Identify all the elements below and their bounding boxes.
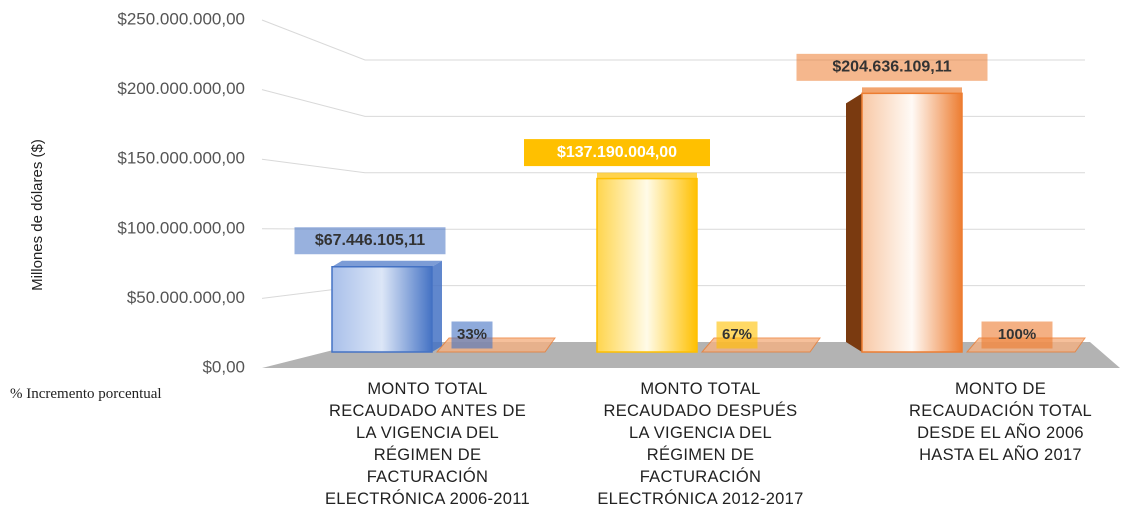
percent-label: 100% xyxy=(998,326,1036,343)
y-tick-label: $50.000.000,00 xyxy=(127,288,245,307)
value-label-box xyxy=(294,227,446,255)
bar-side xyxy=(432,260,442,352)
value-label: $204.636.109,11 xyxy=(832,59,951,76)
y-tick-label: $150.000.000,00 xyxy=(117,149,245,168)
x-tick-label: MONTO DE RECAUDACIÓN TOTAL DESDE EL AÑO … xyxy=(909,380,1092,464)
bar xyxy=(596,177,698,353)
bar xyxy=(861,92,963,353)
bar-top xyxy=(332,260,442,267)
percent-label-box xyxy=(451,321,493,349)
y-tick-label: $250.000.000,00 xyxy=(117,9,245,28)
y-tick-label: $100.000.000,00 xyxy=(117,218,245,237)
bar xyxy=(331,265,433,353)
value-label-box xyxy=(796,53,988,81)
bar-top xyxy=(862,87,962,94)
legend-entry: % Incremento porcentual xyxy=(10,386,162,402)
y-tick-label: $0,00 xyxy=(202,357,245,376)
percent-label: 33% xyxy=(457,326,487,343)
grid-line xyxy=(261,158,1085,174)
x-tick-label: MONTO TOTAL RECAUDADO DESPUÉS LA VIGENCI… xyxy=(597,380,804,508)
x-tick-label: MONTO TOTAL RECAUDADO ANTES DE LA VIGENC… xyxy=(324,380,530,508)
percent-label: 67% xyxy=(722,326,752,343)
percent-label-box xyxy=(716,321,758,349)
value-label: $67.446.105,11 xyxy=(315,232,425,249)
bar-top xyxy=(597,172,697,179)
grid-line xyxy=(261,89,1085,117)
value-label: $137.190.004,00 xyxy=(557,144,677,161)
percent-label-box xyxy=(981,321,1053,349)
y-tick-label: $200.000.000,00 xyxy=(117,79,245,98)
value-label-box xyxy=(524,139,710,167)
bar-side xyxy=(846,93,862,352)
y-axis-label: Millones de dólares ($) xyxy=(29,139,46,291)
